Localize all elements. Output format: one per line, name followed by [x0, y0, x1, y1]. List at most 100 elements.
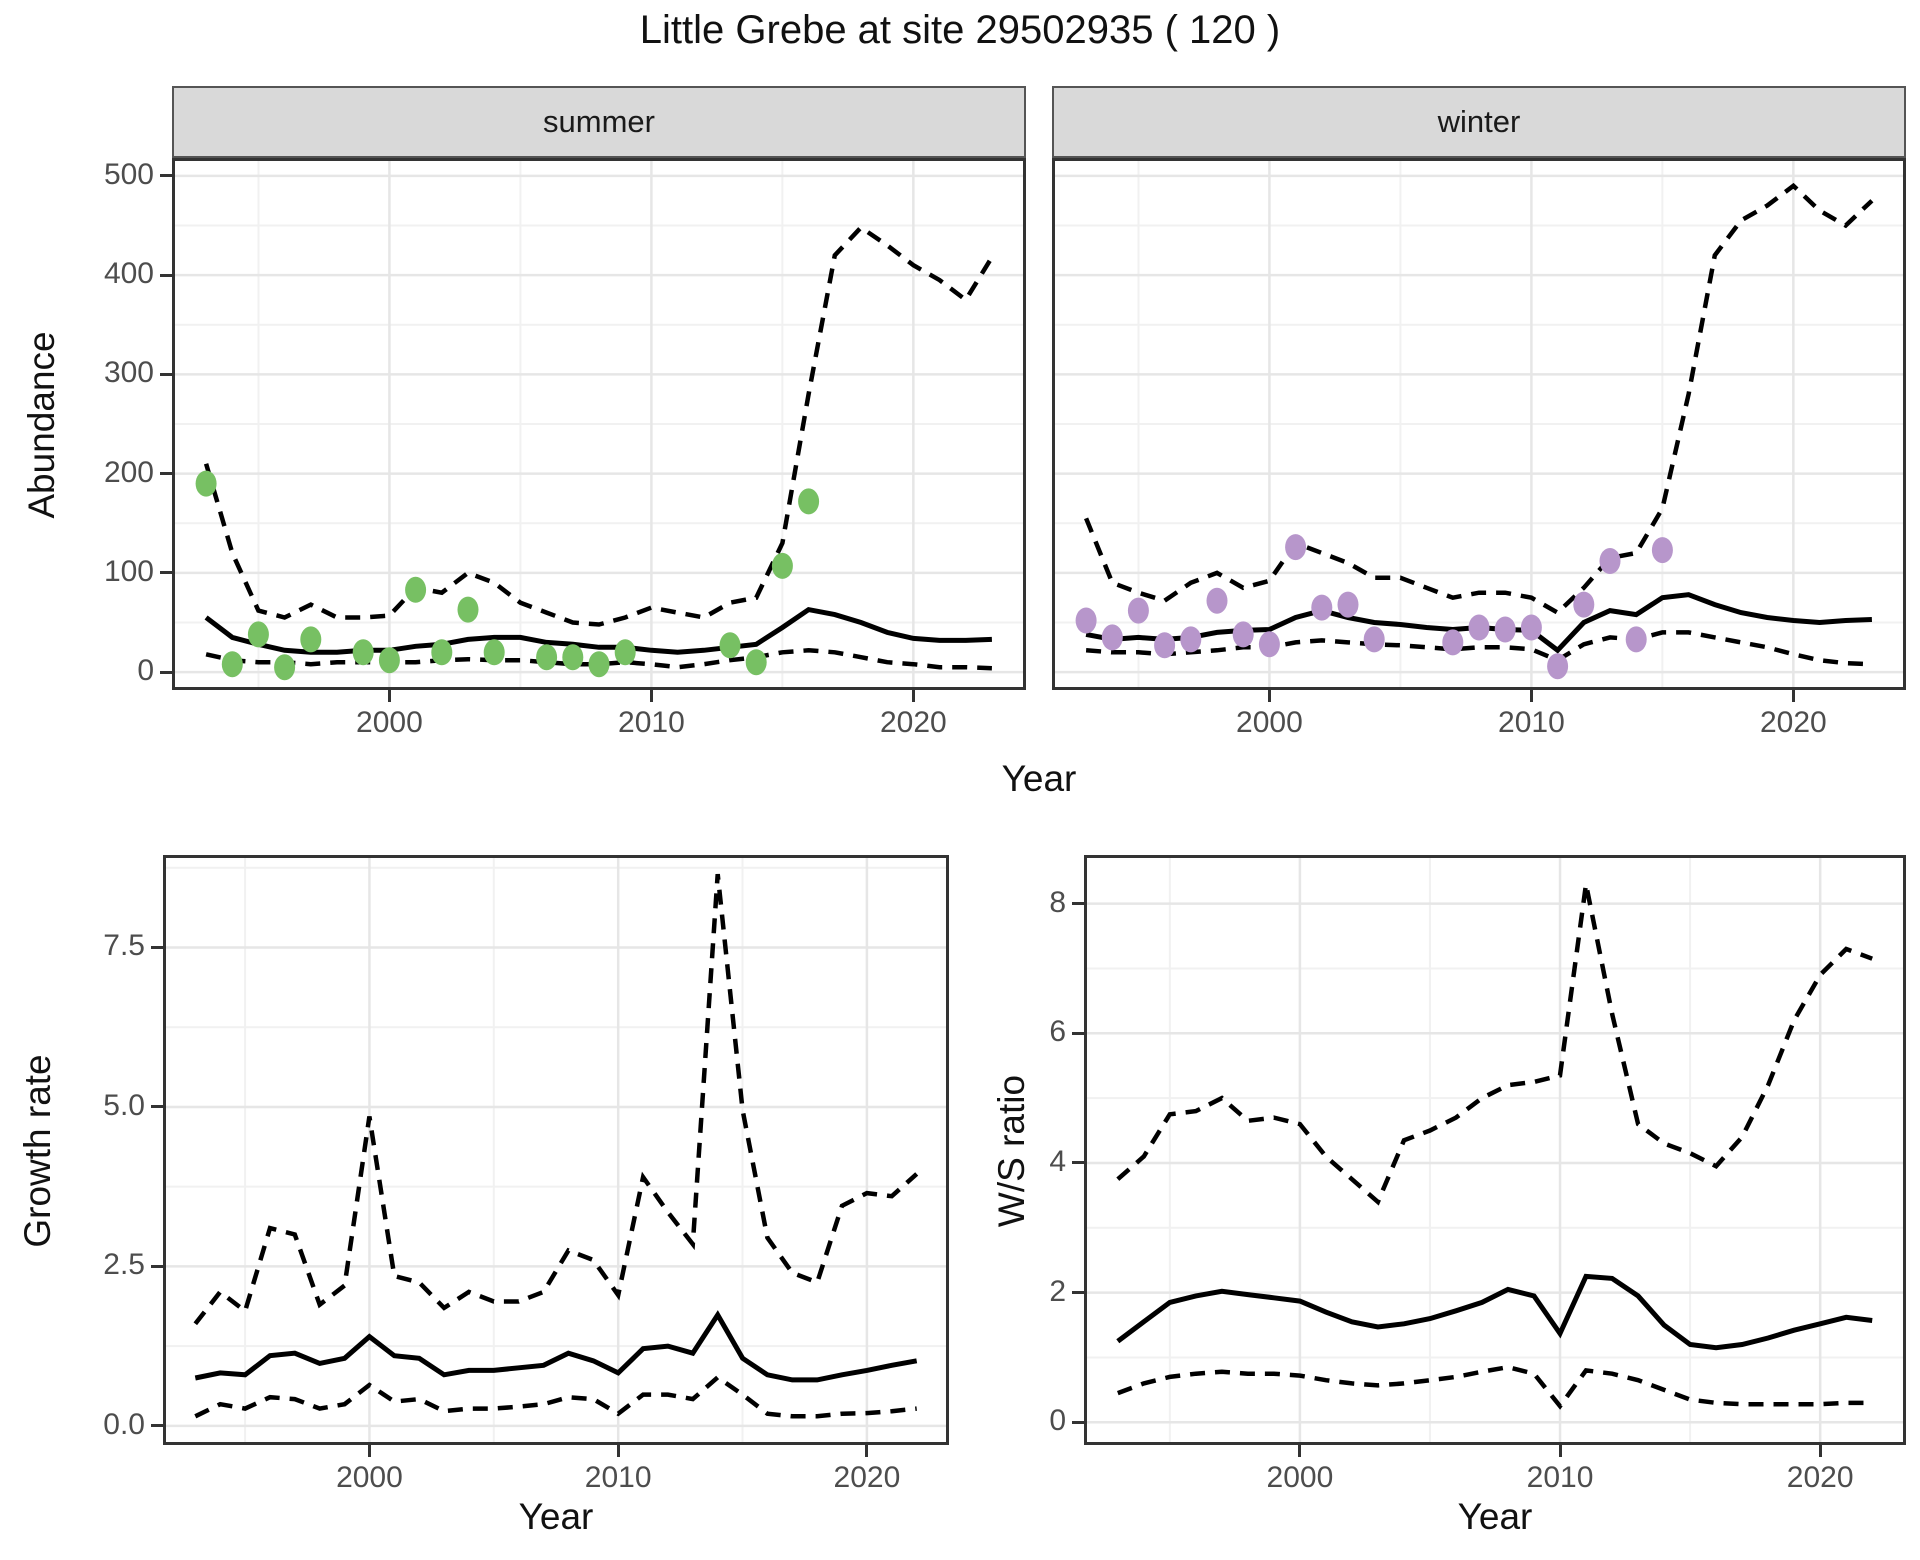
abundance-summer-panel-border: [172, 158, 1026, 690]
abundance-winter-data-point: [1468, 614, 1490, 641]
abundance-winter-data-point: [1651, 537, 1673, 564]
y-tick-label: 0: [1049, 1404, 1066, 1438]
x-tick-label: 2000: [1236, 706, 1303, 739]
x-tick-mark: [616, 1445, 620, 1457]
y-tick-label: 0: [137, 654, 154, 688]
abundance-winter-panel: [1052, 158, 1906, 690]
abundance-winter-data-point: [1206, 587, 1228, 614]
y-tick-mark: [1072, 902, 1084, 906]
growth-rate-upper_ci-line: [193, 873, 919, 1326]
x-tick-label: 2010: [1526, 1461, 1594, 1494]
y-tick-mark: [151, 945, 163, 949]
y-tick-label: 7.5: [103, 929, 145, 963]
abundance-summer-data-point: [405, 576, 427, 603]
facet-strip-summer-label: summer: [543, 104, 655, 139]
y-tick-mark: [160, 571, 172, 575]
growth-rate-lower_ci-line: [194, 1374, 917, 1419]
abundance-winter-data-point: [1154, 632, 1176, 659]
y-tick-mark: [1072, 1291, 1084, 1295]
y-tick-mark: [160, 174, 172, 178]
x-tick-mark: [1529, 690, 1533, 702]
growth-rate-panel: [163, 855, 949, 1445]
abundance-winter-data-point: [1573, 591, 1595, 618]
abundance-winter-data-point: [1442, 629, 1464, 656]
abundance-winter-data-point: [1311, 594, 1333, 621]
ws-x-axis-title: Year: [1457, 1496, 1533, 1537]
abundance-summer-data-point: [195, 470, 217, 497]
chart-title: Little Grebe at site 29502935 ( 120 ): [639, 8, 1281, 52]
abundance-summer-data-point: [771, 552, 793, 579]
y-tick-mark: [160, 273, 172, 277]
abundance-winter-data-point: [1127, 597, 1149, 624]
abundance-summer-data-point: [719, 632, 741, 659]
x-tick-label: 2020: [1786, 1461, 1854, 1494]
abundance-summer-lower_ci-line: [205, 648, 992, 671]
abundance-winter-data-point: [1337, 591, 1359, 618]
y-tick-mark: [151, 1264, 163, 1268]
x-tick-label: 2000: [336, 1461, 403, 1494]
abundance-winter-data-point: [1520, 614, 1542, 641]
y-tick-label: 400: [103, 257, 154, 291]
abundance-winter-data-point: [1285, 534, 1307, 561]
y-tick-mark: [1072, 1031, 1084, 1035]
y-tick-mark: [160, 670, 172, 674]
y-tick-label: 6: [1049, 1015, 1066, 1049]
y-tick-label: 0.0: [103, 1407, 145, 1441]
y-tick-mark: [151, 1105, 163, 1109]
abundance-summer-data-point: [614, 639, 636, 666]
abundance-winter-data-point: [1258, 631, 1280, 658]
abundance-winter-data-point: [1101, 624, 1123, 651]
abundance-winter-data-point: [1547, 653, 1569, 680]
abundance-axis-title: Abundance: [21, 331, 62, 519]
x-tick-label: 2010: [584, 1461, 652, 1494]
x-tick-mark: [1267, 690, 1271, 702]
abundance-winter-data-point: [1599, 548, 1621, 574]
abundance-summer-data-point: [352, 639, 374, 666]
ws-ratio-panel-border: [1084, 855, 1906, 1445]
ws-ratio-upper_ci-line: [1116, 883, 1873, 1206]
x-tick-label: 2000: [1266, 1461, 1334, 1494]
y-tick-label: 5.0: [103, 1088, 145, 1122]
abundance-summer-data-point: [247, 621, 269, 648]
facet-strip-winter: winter: [1052, 86, 1906, 158]
y-tick-label: 2.5: [103, 1248, 145, 1282]
abundance-summer-data-point: [745, 649, 767, 676]
x-tick-label: 2000: [356, 706, 423, 739]
y-tick-label: 100: [103, 554, 154, 588]
y-tick-mark: [160, 372, 172, 376]
ws-ratio-lower_ci-line: [1117, 1364, 1873, 1410]
abundance-winter-data-point: [1232, 621, 1254, 648]
x-tick-mark: [911, 690, 915, 702]
abundance-summer-data-point: [221, 651, 243, 678]
y-tick-label: 2: [1049, 1274, 1066, 1308]
abundance-winter-upper_ci-line: [1084, 182, 1874, 616]
abundance-summer-data-point: [378, 647, 400, 674]
y-tick-mark: [1072, 1420, 1084, 1424]
abundance-summer-data-point: [457, 596, 479, 623]
x-tick-label: 2020: [1759, 706, 1827, 739]
abundance-summer-data-point: [798, 488, 820, 515]
abundance-summer-data-point: [431, 639, 453, 666]
y-tick-label: 4: [1049, 1144, 1066, 1178]
abundance-summer-data-point: [588, 651, 610, 678]
growth-rate-panel-border: [163, 855, 949, 1445]
y-tick-label: 200: [103, 455, 154, 489]
abundance-winter-lower_ci-line: [1085, 630, 1872, 667]
abundance-summer-data-point: [536, 644, 558, 671]
y-tick-mark: [160, 472, 172, 476]
facet-strip-winter-label: winter: [1437, 104, 1521, 139]
abundance-winter-data-point: [1494, 616, 1516, 643]
abundance-winter-data-point: [1180, 626, 1202, 653]
growth-rate-fit-line: [194, 1310, 918, 1383]
abundance-winter-data-point: [1625, 626, 1647, 653]
top-x-axis-title: Year: [1001, 758, 1077, 799]
x-tick-mark: [1818, 1445, 1822, 1457]
y-tick-label: 300: [103, 356, 154, 390]
y-tick-label: 8: [1049, 885, 1066, 919]
abundance-summer-fit-line: [204, 606, 992, 655]
growth-x-axis-title: Year: [518, 1496, 594, 1537]
x-tick-mark: [1791, 690, 1795, 702]
abundance-summer-data-point: [274, 654, 296, 681]
facet-strip-summer: summer: [172, 86, 1026, 158]
x-tick-mark: [1298, 1445, 1302, 1457]
